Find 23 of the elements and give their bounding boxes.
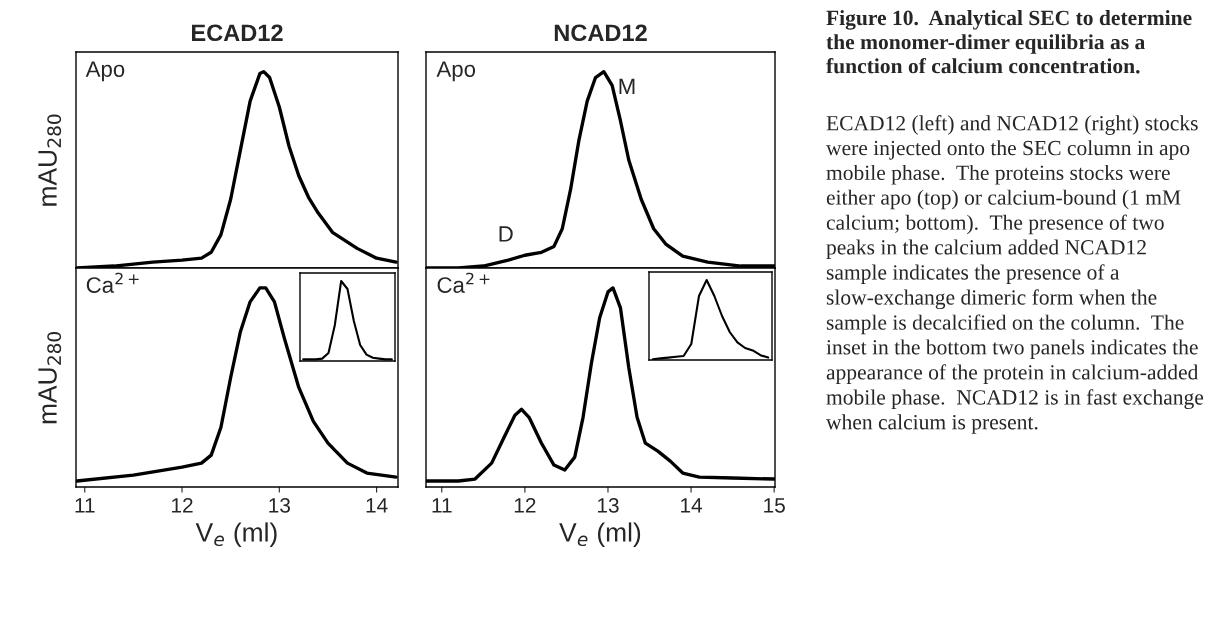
- x-tick-label: 11: [432, 498, 452, 513]
- chart-title: NCAD12: [554, 24, 647, 42]
- x-tick-label: 11: [75, 498, 95, 513]
- text: ECAD12 (left) and NCAD12 (right) stocks were injected onto the SEC column in apo mobile phase. The proteins stocks were either apo (top) or calcium-bound (1 mM calcium; bottom). The presence of two peaks in the calcium added NCAD12 sample indicates the presence of a slow-exchange dimeric form when the sample is decalcified on the column. The inset in the bottom two panels indicates the appearance of the protein in calcium-added mobile phase. NCAD12 is in fast exchange when calcium is present.: [826, 115, 1204, 434]
- y-axis-title: mAU$_{280}$: [38, 332, 62, 424]
- annotation: Ca$^{2+}$: [86, 272, 139, 293]
- x-axis-title: V$_{e}$ (ml): [559, 522, 641, 547]
- chart-title: ECAD12: [192, 24, 283, 42]
- x-tick-label: 14: [366, 498, 388, 513]
- x-tick-label: 13: [269, 497, 290, 513]
- annotation: Apo: [85, 61, 125, 82]
- x-tick-label: 12: [172, 497, 193, 513]
- x-tick-label: 12: [514, 497, 536, 513]
- x-axis-title: V$_{e}$ (ml): [195, 522, 277, 547]
- text: Figure 10. Analytical SEC to determine the monomer-dimer equilibria as a function of calcium concentration.: [826, 10, 1192, 74]
- annotation: D: [499, 226, 513, 242]
- y-axis-title: mAU$_{280}$: [38, 114, 62, 206]
- annotation: M: [619, 78, 635, 95]
- x-tick-label: 13: [597, 497, 619, 513]
- x-tick-label: 15: [764, 498, 785, 513]
- annotation: Ca$^{2+}$: [437, 272, 490, 293]
- annotation: Apo: [436, 61, 476, 82]
- x-tick-label: 14: [681, 498, 703, 513]
